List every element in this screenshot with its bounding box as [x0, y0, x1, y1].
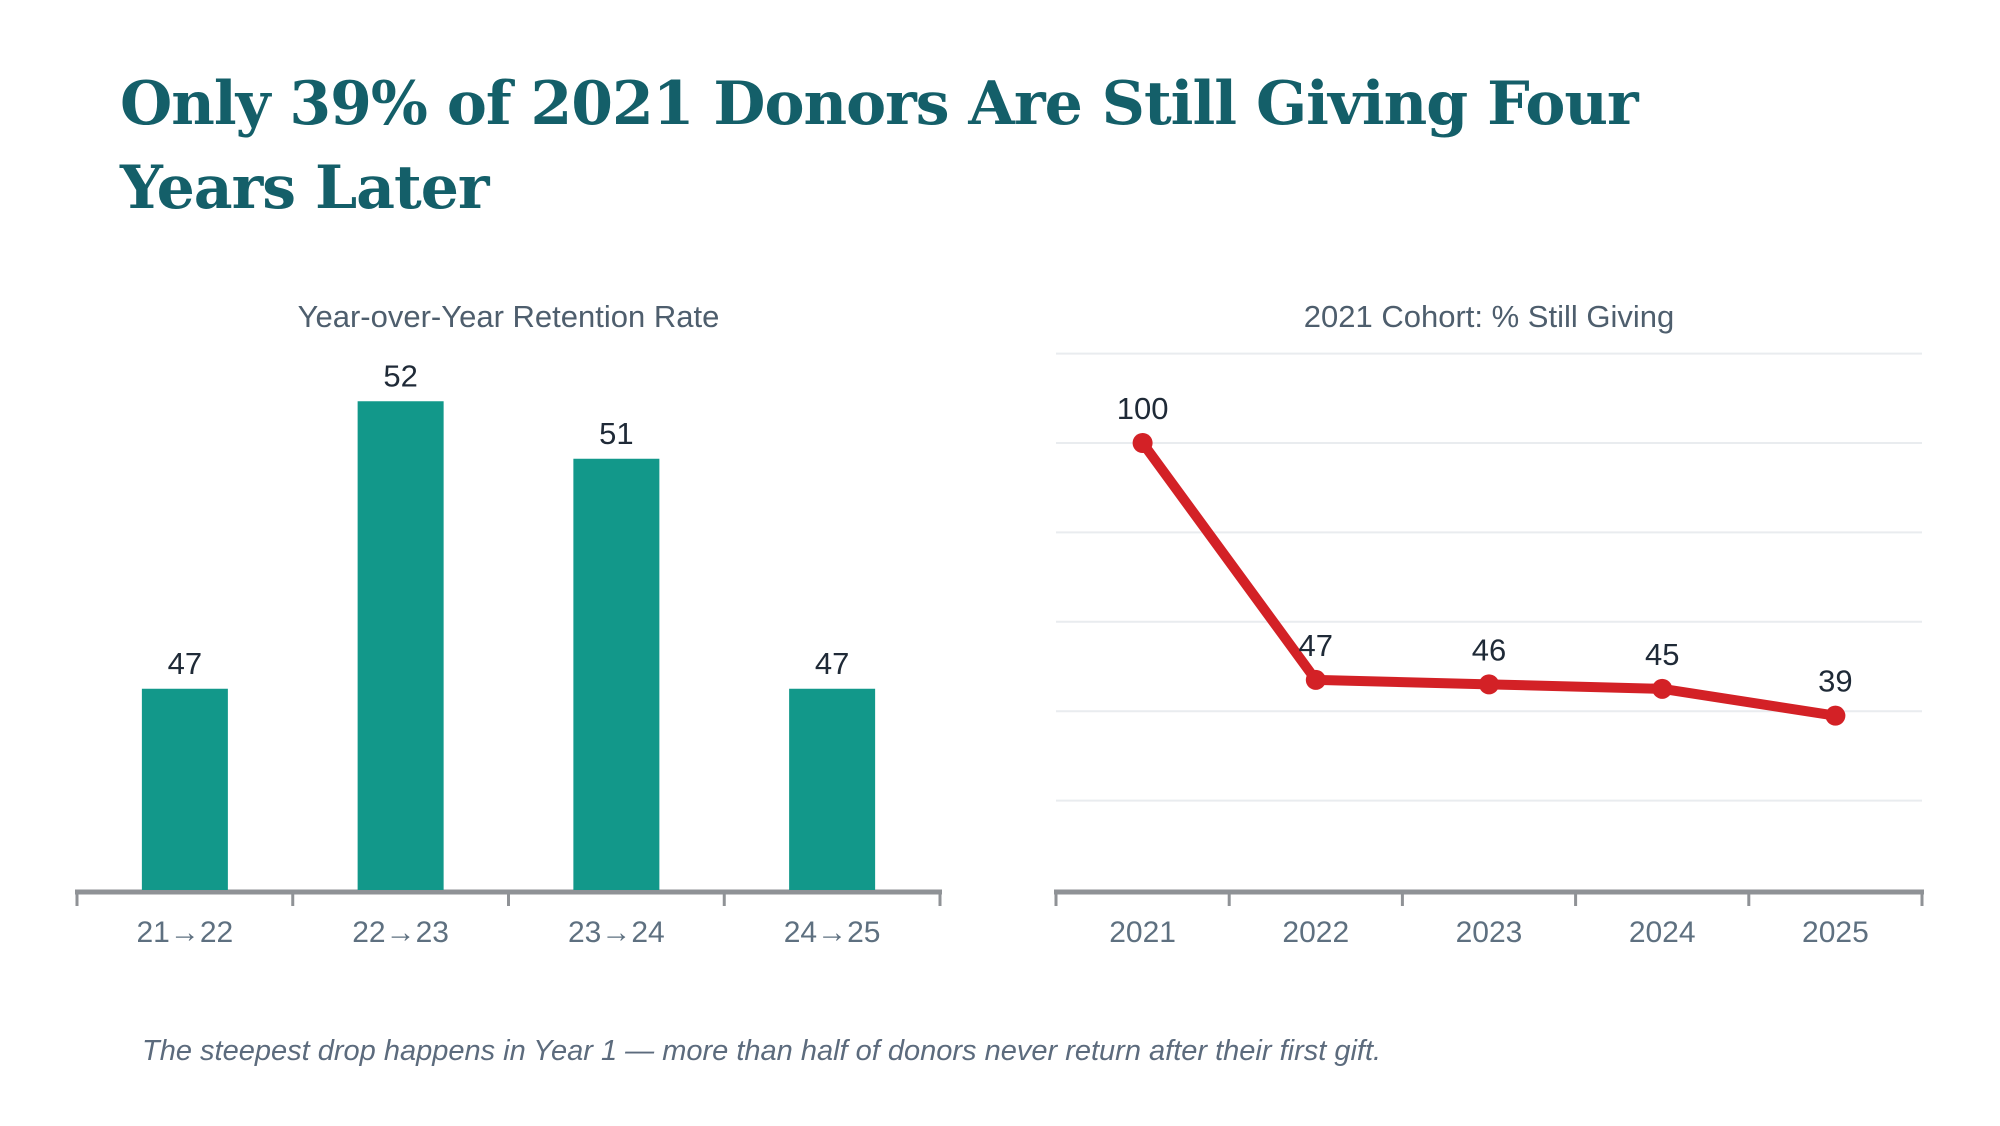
- page-title-line-2: Years Later: [120, 153, 490, 224]
- data-point-marker: [1825, 705, 1846, 726]
- bar-value-label: 52: [383, 358, 417, 393]
- bar: [573, 458, 660, 890]
- data-point-marker: [1132, 433, 1153, 453]
- year-label: 2023: [1456, 916, 1523, 949]
- data-point-marker: [1652, 678, 1673, 699]
- page-title: Only 39% of 2021 Donors Are Still Giving…: [120, 62, 1680, 230]
- bar-chart-title: Year-over-Year Retention Rate: [297, 299, 720, 334]
- bar: [789, 688, 876, 890]
- page-title-line-1: Only 39% of 2021 Donors Are Still Giving…: [120, 69, 1639, 140]
- bar-category-label: 24→25: [784, 916, 881, 949]
- year-label: 2021: [1109, 916, 1176, 949]
- bar: [141, 688, 228, 890]
- point-value-label: 100: [1117, 391, 1169, 426]
- bar-value-label: 51: [599, 416, 633, 451]
- data-point-marker: [1305, 669, 1326, 690]
- bar-category-label: 21→22: [137, 916, 234, 949]
- year-label: 2025: [1802, 916, 1869, 949]
- point-value-label: 47: [1299, 628, 1333, 663]
- footnote: The steepest drop happens in Year 1 — mo…: [142, 1035, 1382, 1067]
- point-value-label: 46: [1472, 632, 1506, 667]
- bar-category-label: 22→23: [352, 916, 449, 949]
- bar-value-label: 47: [168, 646, 202, 681]
- bar-category-label: 23→24: [568, 916, 665, 949]
- data-point-marker: [1479, 674, 1499, 695]
- point-value-label: 45: [1645, 637, 1679, 672]
- year-label: 2024: [1629, 916, 1696, 949]
- point-value-label: 39: [1818, 664, 1852, 699]
- year-label: 2022: [1282, 916, 1349, 949]
- bar: [357, 401, 444, 890]
- bar-value-label: 47: [815, 646, 849, 681]
- line-chart-title: 2021 Cohort: % Still Giving: [1303, 299, 1675, 334]
